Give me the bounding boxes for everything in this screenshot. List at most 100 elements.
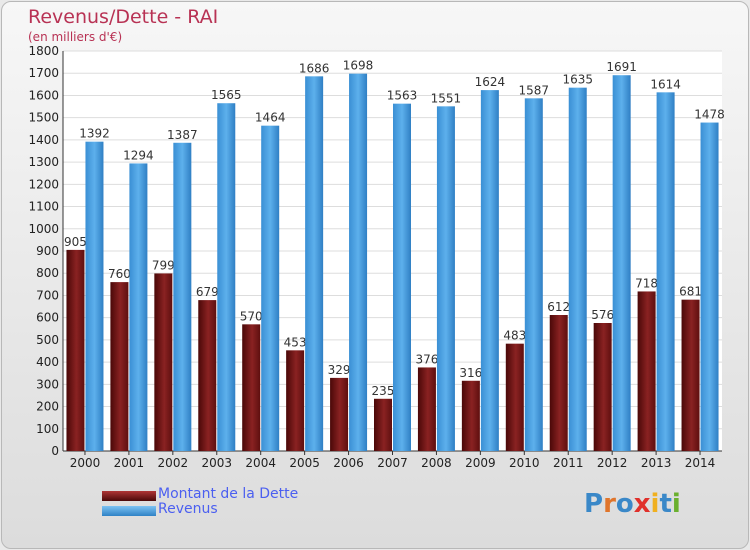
y-tick-label: 1100 <box>28 200 59 214</box>
x-tick-label: 2013 <box>641 456 672 470</box>
data-label-revenus: 1294 <box>123 148 154 162</box>
y-tick-label: 800 <box>36 266 59 280</box>
x-tick-label: 2001 <box>114 456 145 470</box>
bar-revenus <box>129 163 148 451</box>
chart-title: Revenus/Dette - RAI <box>28 6 219 28</box>
data-label-revenus: 1464 <box>255 111 286 125</box>
data-label-revenus: 1614 <box>650 77 681 91</box>
data-label-dette: 329 <box>328 363 351 377</box>
logo-letter: t <box>659 489 672 519</box>
data-label-dette: 760 <box>108 267 131 281</box>
legend-swatch-dette <box>102 491 156 501</box>
data-label-revenus: 1624 <box>475 75 506 89</box>
legend-label-revenus: Revenus <box>158 501 218 517</box>
y-tick-label: 900 <box>36 244 59 258</box>
bar-revenus <box>85 141 104 451</box>
bar-revenus <box>305 76 324 451</box>
x-tick-label: 2008 <box>421 456 452 470</box>
bar-revenus <box>173 142 192 451</box>
y-tick-label: 1600 <box>28 88 59 102</box>
data-label-dette: 235 <box>372 384 395 398</box>
legend-label-dette: Montant de la Dette <box>158 486 299 502</box>
bar-revenus <box>393 103 411 452</box>
logo-letter: i <box>671 489 681 519</box>
x-tick-label: 2005 <box>289 456 320 470</box>
bar-dette <box>154 273 173 451</box>
data-label-revenus: 1392 <box>79 127 110 141</box>
bar-revenus <box>612 75 631 451</box>
x-tick-label: 2010 <box>509 456 540 470</box>
data-label-revenus: 1587 <box>519 83 550 97</box>
y-tick-label: 1500 <box>28 111 59 125</box>
y-tick-label: 0 <box>51 444 59 458</box>
bar-dette <box>461 380 480 451</box>
x-tick-label: 2006 <box>333 456 364 470</box>
logo-letter: o <box>615 489 634 519</box>
logo-letter: r <box>603 489 616 519</box>
data-label-revenus: 1551 <box>431 91 462 105</box>
data-label-dette: 681 <box>679 285 702 299</box>
x-tick-label: 2014 <box>685 456 716 470</box>
bar-dette <box>198 300 217 451</box>
data-label-revenus: 1691 <box>606 60 637 74</box>
data-label-dette: 679 <box>196 285 219 299</box>
data-label-revenus: 1686 <box>299 61 330 75</box>
data-label-dette: 376 <box>415 352 438 366</box>
x-tick-label: 2003 <box>201 456 232 470</box>
data-label-dette: 316 <box>459 366 482 380</box>
bar-revenus <box>700 122 719 452</box>
bar-dette <box>417 367 436 451</box>
y-tick-label: 1400 <box>28 133 59 147</box>
data-label-dette: 570 <box>240 309 263 323</box>
chart-subtitle: (en milliers d'€) <box>28 30 123 44</box>
bar-dette <box>549 315 568 451</box>
bar-dette <box>593 323 612 451</box>
bar-dette <box>242 324 261 451</box>
bar-dette <box>110 282 129 451</box>
y-tick-label: 400 <box>36 355 59 369</box>
bar-dette <box>286 350 305 451</box>
y-tick-label: 1000 <box>28 222 59 236</box>
legend-swatch-revenus <box>102 506 156 516</box>
y-tick-label: 300 <box>36 377 59 391</box>
bar-revenus <box>217 103 236 451</box>
bar-dette <box>505 343 524 451</box>
x-tick-label: 2012 <box>597 456 628 470</box>
bar-revenus <box>656 92 675 451</box>
data-label-revenus: 1698 <box>343 59 374 73</box>
bar-revenus <box>480 90 499 451</box>
x-tick-label: 2011 <box>553 456 584 470</box>
x-tick-label: 2002 <box>158 456 189 470</box>
data-label-dette: 905 <box>64 235 87 249</box>
bar-dette <box>66 249 85 451</box>
data-label-dette: 718 <box>635 276 658 290</box>
x-tick-label: 2004 <box>245 456 276 470</box>
data-label-revenus: 1635 <box>562 73 593 87</box>
bar-revenus <box>568 87 587 452</box>
logo-letter: i <box>650 489 660 519</box>
bar-dette <box>681 299 700 451</box>
data-label-dette: 453 <box>284 335 307 349</box>
data-label-revenus: 1387 <box>167 128 198 142</box>
y-tick-label: 700 <box>36 288 59 302</box>
y-tick-label: 100 <box>36 422 59 436</box>
bar-revenus <box>524 98 543 451</box>
data-label-dette: 576 <box>591 308 614 322</box>
y-tick-label: 1200 <box>28 177 59 191</box>
data-label-dette: 612 <box>547 300 570 314</box>
bar-revenus <box>349 73 368 452</box>
bar-dette <box>374 398 392 451</box>
data-label-revenus: 1565 <box>211 88 242 102</box>
proxiti-logo: Proxiti <box>584 489 681 519</box>
logo-letter: x <box>633 489 651 519</box>
y-tick-label: 200 <box>36 400 59 414</box>
bar-chart: 0 100 200 300 400 500 600 700 800 900 1000 1100 1200… <box>28 44 725 470</box>
y-tick-label: 1700 <box>28 66 59 80</box>
bar-dette <box>330 377 349 451</box>
x-tick-label: 2007 <box>377 456 408 470</box>
y-tick-label: 500 <box>36 333 59 347</box>
data-label-revenus: 1478 <box>694 108 725 122</box>
data-label-dette: 799 <box>152 258 175 272</box>
bar-dette <box>637 291 656 451</box>
